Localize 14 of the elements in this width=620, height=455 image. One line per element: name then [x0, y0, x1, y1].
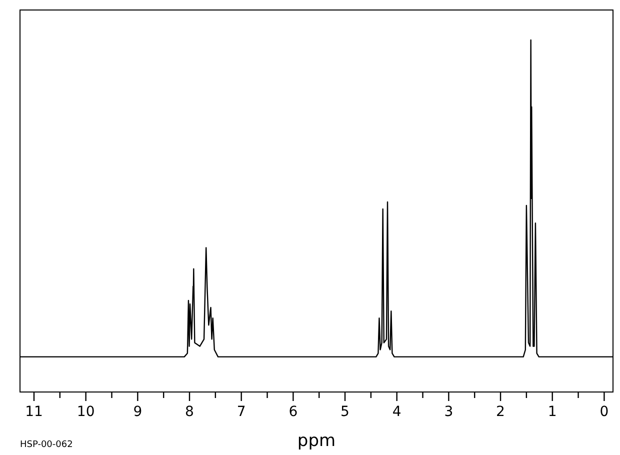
x-tick-label: 10 [76, 404, 95, 420]
x-tick-label: 8 [185, 404, 194, 420]
x-tick-label: 4 [392, 404, 402, 420]
x-tick-label: 2 [496, 404, 505, 420]
x-tick-label: 11 [25, 404, 43, 420]
x-tick-label: 0 [600, 404, 609, 420]
x-tick-label: 7 [236, 404, 246, 420]
x-tick-label: 5 [340, 404, 350, 420]
x-tick-label: 9 [133, 404, 142, 420]
text: HSP-00-062 [20, 440, 73, 450]
x-tick-label: 1 [548, 404, 557, 420]
x-tick-label: 6 [288, 404, 298, 420]
x-axis-title: ppm [297, 431, 336, 451]
x-tick-label: 3 [444, 404, 454, 420]
